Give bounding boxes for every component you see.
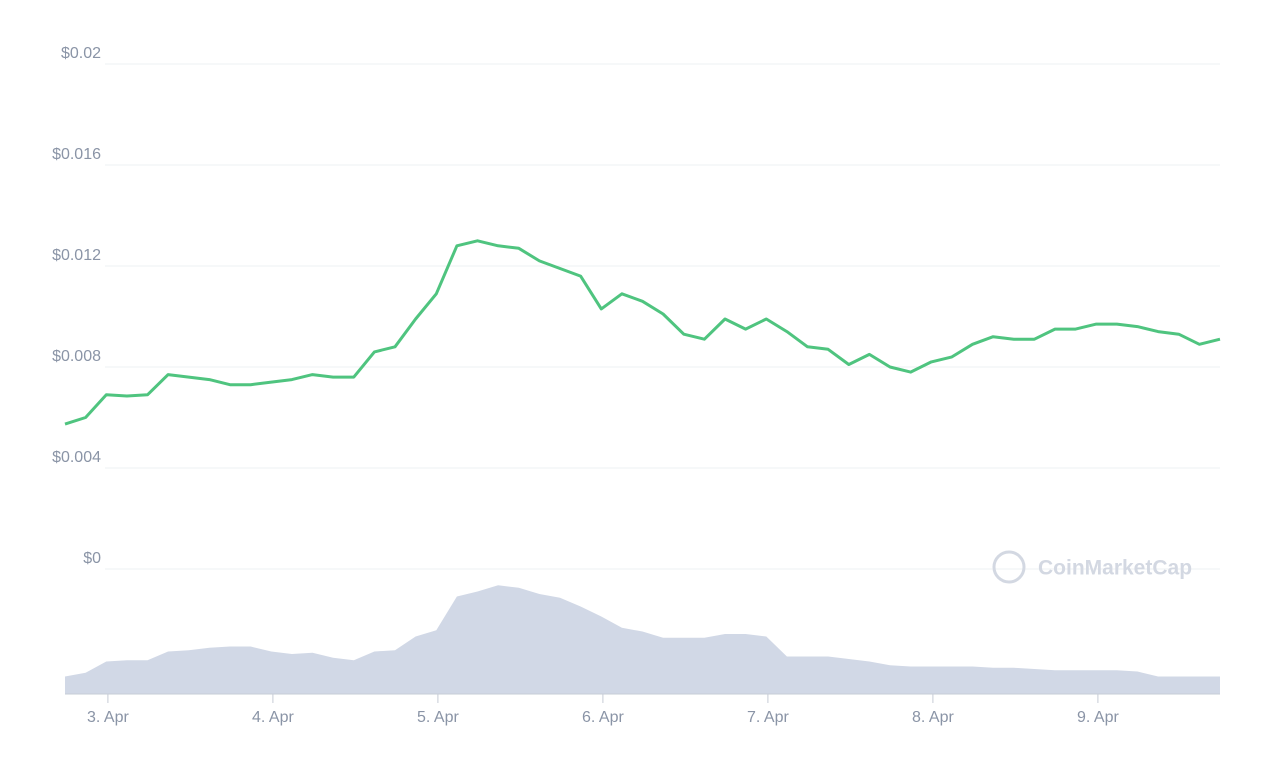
watermark: CoinMarketCap [992,550,1192,584]
x-tick-label: 5. Apr [417,709,459,726]
y-tick-label: $0.008 [52,348,101,365]
watermark-text: CoinMarketCap [1038,557,1192,580]
x-tick-label: 6. Apr [582,709,624,726]
watermark-logo [992,550,1026,584]
x-tick-label: 3. Apr [87,709,129,726]
x-tick-label: 9. Apr [1077,709,1119,726]
price-line [64,239,1221,426]
y-tick-label: $0 [83,550,101,567]
overlay: 3. Apr 4. Apr 5. Apr 6. Apr 7. Apr 8. Apr 9. A… [64,239,1221,726]
y-tick-label: $0.004 [52,449,101,466]
y-tick-label: $0.016 [52,146,101,163]
plot: $0 $0.004 $0.008 $0.012 $0.016 $0.02 [52,45,1220,694]
y-tick-label: $0.012 [52,247,101,264]
volume-area [65,585,1220,694]
x-tick-label: 8. Apr [912,709,954,726]
y-tick-label: $0.02 [61,45,101,62]
x-tick-label: 4. Apr [252,709,294,726]
x-tick-label: 7. Apr [747,709,789,726]
